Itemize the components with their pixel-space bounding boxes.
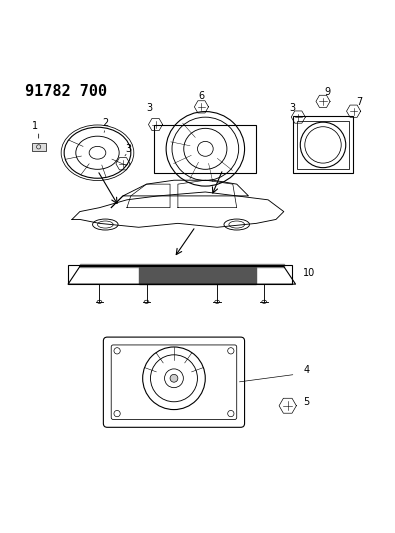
Text: 3: 3 [147, 103, 153, 113]
Text: 4: 4 [303, 365, 310, 375]
Text: 6: 6 [198, 91, 205, 101]
Polygon shape [139, 266, 256, 284]
Text: 3: 3 [290, 103, 295, 113]
Ellipse shape [170, 374, 178, 382]
Bar [68, 265, 292, 284]
Text: 5: 5 [303, 397, 310, 407]
Text: 91782 700: 91782 700 [25, 84, 107, 99]
Text: 9: 9 [325, 87, 331, 96]
Text: 10: 10 [303, 268, 316, 278]
Text: 3: 3 [126, 143, 132, 154]
Text: 2: 2 [102, 118, 109, 128]
Text: 1: 1 [32, 121, 38, 131]
Polygon shape [80, 264, 284, 266]
Text: 7: 7 [356, 96, 362, 107]
Bar [297, 121, 349, 168]
Bar [154, 125, 256, 173]
Bar [32, 143, 46, 151]
Bar [293, 117, 354, 173]
